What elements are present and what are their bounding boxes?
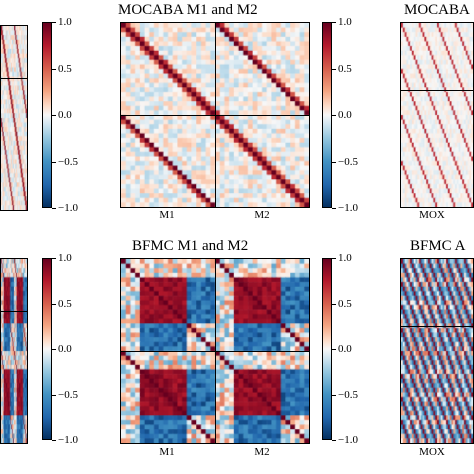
cbar-tick: −0.5 <box>52 388 78 401</box>
cbar-tick: 0.0 <box>52 109 72 121</box>
panel-title: MOCABA M1 and M2 <box>118 2 258 18</box>
cbar-tick: 1.0 <box>52 252 72 264</box>
panel-title: BFMC A <box>410 238 466 254</box>
colorbar-bottom-middle <box>322 258 332 440</box>
cbar-tick: 0.5 <box>52 297 72 310</box>
cbar-tick: −1.0 <box>332 202 358 214</box>
cbar-tick: −0.5 <box>332 155 358 168</box>
cbar-tick: −1.0 <box>332 434 358 446</box>
heatmap-bottom-right <box>400 258 474 444</box>
cbar-tick: −0.5 <box>332 388 358 401</box>
x-tick-label: M1 <box>159 446 175 458</box>
cbar-tick: −1.0 <box>52 202 78 214</box>
x-tick-label: MOX <box>419 446 445 458</box>
heatmap-top-left <box>0 25 28 211</box>
cbar-tick: 0.5 <box>332 297 352 310</box>
x-tick-label: MOX <box>419 209 445 221</box>
cbar-tick: 1.0 <box>52 16 72 28</box>
panel-title: BFMC M1 and M2 <box>132 238 249 254</box>
panel-title: MOCABA <box>404 2 470 18</box>
colorbar-top-middle <box>322 22 332 208</box>
colorbar-bottom-left <box>42 258 52 440</box>
cbar-tick: −1.0 <box>52 434 78 446</box>
x-tick-label: M2 <box>254 446 270 458</box>
colorbar-top-left <box>42 22 52 208</box>
heatmap-top-middle <box>120 22 310 208</box>
cbar-tick: 0.0 <box>332 109 352 121</box>
cbar-tick: 0.0 <box>332 343 352 355</box>
cbar-tick: −0.5 <box>52 155 78 168</box>
cbar-tick: 1.0 <box>332 252 352 264</box>
heatmap-top-right <box>400 22 474 208</box>
cbar-tick: 1.0 <box>332 16 352 28</box>
cbar-tick: 0.0 <box>52 343 72 355</box>
heatmap-bottom-middle <box>120 258 310 444</box>
cbar-tick: 0.5 <box>332 62 352 75</box>
cbar-tick: 0.5 <box>52 62 72 75</box>
heatmap-bottom-left <box>0 258 28 444</box>
x-tick-label: M1 <box>159 209 175 221</box>
x-tick-label: M2 <box>254 209 270 221</box>
